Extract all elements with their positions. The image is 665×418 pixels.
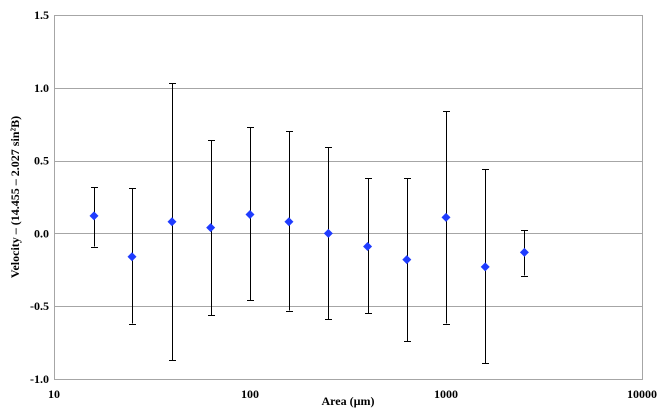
x-tick-labels: 10 100 1000 10000: [48, 387, 657, 401]
data-point-marker: [480, 262, 490, 272]
data-point-marker: [284, 217, 294, 227]
y-tick-label: 0.0: [34, 226, 49, 240]
y-tick-label: 0.5: [34, 154, 49, 168]
data-point-marker: [519, 247, 529, 257]
data-point-marker: [402, 255, 412, 265]
y-tick-label: -0.5: [30, 299, 49, 313]
x-axis-title: Area (µm): [321, 394, 374, 408]
y-tick-label: 1.0: [34, 81, 49, 95]
data-point-marker: [323, 228, 333, 238]
plot-frame: [54, 15, 643, 380]
error-bars: [91, 83, 528, 364]
y-tick-label: -1.0: [30, 372, 49, 386]
data-point-marker: [441, 212, 451, 222]
data-point-marker: [167, 217, 177, 227]
data-point-marker: [127, 252, 137, 262]
data-point-marker: [363, 242, 373, 252]
y-tick-labels: -1.0 -0.5 0.0 0.5 1.0 1.5: [30, 8, 49, 386]
data-point-marker: [245, 209, 255, 219]
data-point-marker: [206, 223, 216, 233]
y-axis-title: Velocity – (14.455 – 2.027 sin²B): [8, 116, 22, 278]
x-tick-label: 100: [241, 387, 259, 401]
y-tick-label: 1.5: [34, 8, 49, 22]
gridlines: [54, 88, 642, 307]
x-tick-label: 1000: [434, 387, 458, 401]
data-point-marker: [89, 211, 99, 221]
x-tick-label: 10000: [627, 387, 657, 401]
x-tick-label: 10: [48, 387, 60, 401]
data-markers: [89, 209, 529, 272]
